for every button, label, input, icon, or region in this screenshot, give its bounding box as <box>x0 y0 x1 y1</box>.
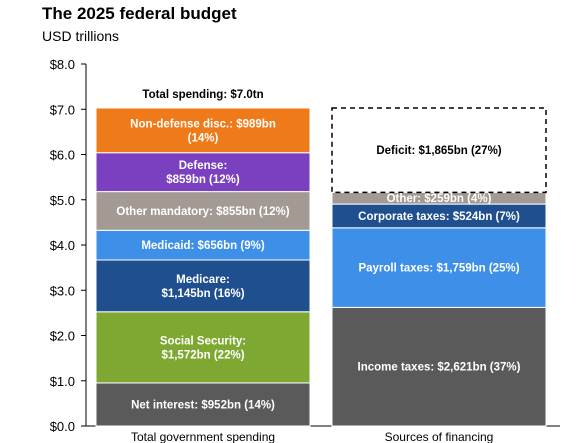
bar-stacks <box>95 107 547 427</box>
y-tick-label: $6.0 <box>50 148 75 163</box>
data-label: Non-defense disc.: $989bn <box>130 118 276 130</box>
y-tick-label: $5.0 <box>50 193 75 208</box>
data-label: Other: $259bn (4%) <box>387 193 492 205</box>
data-label: $1,145bn (16%) <box>161 288 244 300</box>
bar-segment <box>95 229 311 261</box>
bar-segment <box>95 311 311 384</box>
data-label: $1,572bn (22%) <box>161 349 244 361</box>
data-label: Net interest: $952bn (14%) <box>131 399 275 411</box>
data-label: Corporate taxes: $524bn (7%) <box>358 211 520 223</box>
data-label: Medicaid: $656bn (9%) <box>141 240 265 252</box>
y-tick-label: $2.0 <box>50 329 75 344</box>
data-label: $859bn (12%) <box>166 174 240 186</box>
data-label: Social Security: <box>160 335 246 347</box>
total-annotation: Total spending: $7.0tn <box>142 89 263 101</box>
segment-labels: Net interest: $952bn (14%) Social Securit… <box>116 89 520 411</box>
data-label: Medicare: <box>176 274 230 286</box>
category-label: Sources of financing <box>385 430 494 443</box>
bar-segment <box>95 152 311 193</box>
bar-segment <box>331 107 547 194</box>
chart-title: The 2025 federal budget <box>42 4 237 23</box>
data-label: Payroll taxes: $1,759bn (25%) <box>358 263 519 275</box>
bar-segment <box>95 191 311 231</box>
data-label: Defense: <box>179 160 228 172</box>
y-tick-label: $4.0 <box>50 238 75 253</box>
y-tick-label: $3.0 <box>50 283 75 298</box>
bar-segment <box>95 259 311 313</box>
y-tick-label: $8.0 <box>50 57 75 72</box>
y-tick-label: $7.0 <box>50 102 75 117</box>
data-label: Other mandatory: $855bn (12%) <box>116 206 289 218</box>
y-tick-label: $1.0 <box>50 374 75 389</box>
data-label: Income taxes: $2,621bn (37%) <box>358 362 521 374</box>
chart-subtitle: USD trillions <box>42 28 120 44</box>
bar-segment <box>331 306 547 427</box>
y-tick-label: $0.0 <box>50 419 75 434</box>
bar-segment <box>95 107 311 154</box>
data-label: (14%) <box>188 132 219 144</box>
data-label: Deficit: $1,865bn (27%) <box>376 145 501 157</box>
category-label: Total government spending <box>131 430 275 443</box>
